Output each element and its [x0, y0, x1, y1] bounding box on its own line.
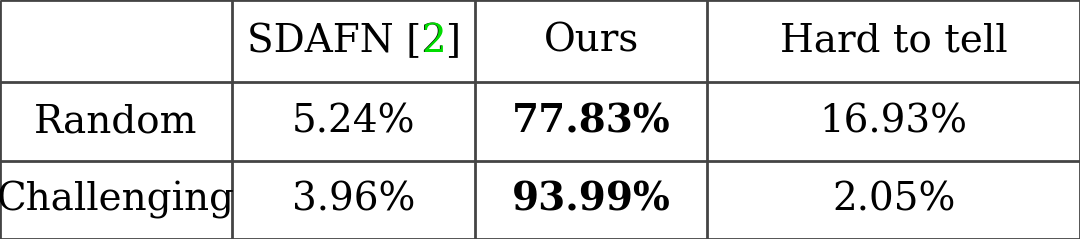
Text: 2: 2	[421, 23, 446, 60]
Text: 2.05%: 2.05%	[832, 181, 956, 218]
Text: SDAFN [2]: SDAFN [2]	[246, 23, 461, 60]
Text: Hard to tell: Hard to tell	[780, 23, 1008, 60]
Text: Ours: Ours	[543, 23, 639, 60]
Text: 3.96%: 3.96%	[292, 181, 416, 218]
Text: 77.83%: 77.83%	[512, 103, 671, 141]
Text: Challenging: Challenging	[0, 181, 235, 219]
Text: 16.93%: 16.93%	[820, 103, 968, 140]
Text: 93.99%: 93.99%	[512, 181, 671, 219]
Text: Random: Random	[35, 103, 198, 140]
Text: 5.24%: 5.24%	[292, 103, 416, 140]
